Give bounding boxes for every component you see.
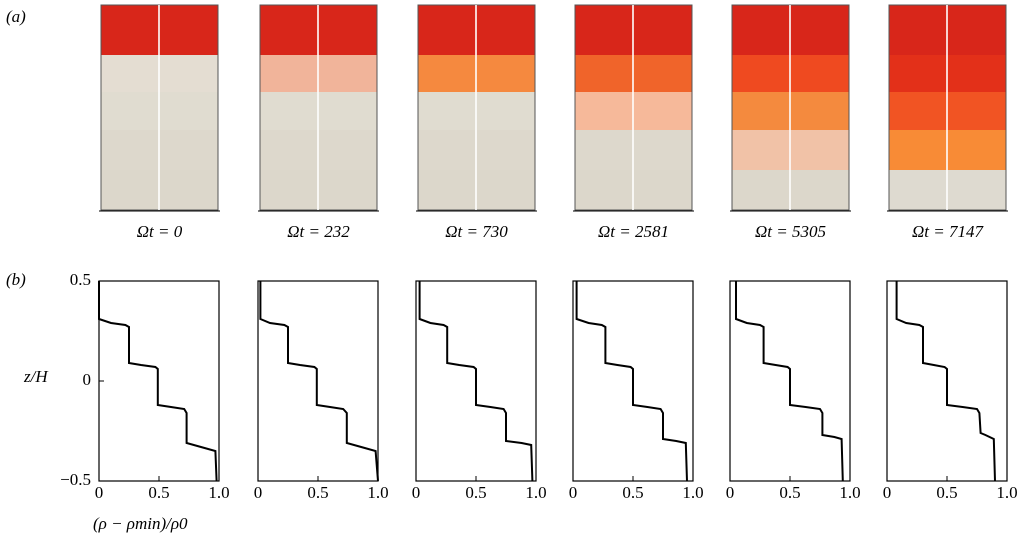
profile-line	[736, 281, 843, 481]
x-tick-label: 1.0	[367, 483, 388, 502]
profile-line	[897, 281, 995, 481]
x-tick-label: 0.5	[936, 483, 957, 502]
x-axis-label: (ρ − ρmin)/ρ0	[93, 514, 188, 533]
x-tick-label: 0	[569, 483, 578, 502]
profile-line	[420, 281, 533, 481]
panel-label: (a)	[6, 7, 26, 26]
photo-caption: Ωt = 7147	[912, 222, 984, 241]
x-tick-label: 1.0	[525, 483, 546, 502]
x-tick-label: 0	[726, 483, 735, 502]
plot-frame	[258, 281, 378, 481]
plot-frame	[99, 281, 219, 481]
photo-caption: Ωt = 5305	[755, 222, 826, 241]
profile-line	[260, 281, 378, 481]
x-tick-label: 0.5	[465, 483, 486, 502]
x-tick-label: 0	[254, 483, 263, 502]
x-tick-label: 1.0	[682, 483, 703, 502]
photo-caption: Ωt = 0	[137, 222, 183, 241]
photo-caption: Ωt = 232	[287, 222, 350, 241]
photo-caption: Ωt = 2581	[598, 222, 669, 241]
page: (a) (b) Ωt = 0 Ωt = 232 Ωt = 730 Ωt = 2581 Ω…	[0, 0, 1029, 546]
x-tick-label: 0.5	[307, 483, 328, 502]
x-tick-label: 0	[883, 483, 892, 502]
x-tick-label: 0	[95, 483, 104, 502]
photo-caption: Ωt = 730	[445, 222, 508, 241]
y-tick-label: 0.5	[70, 270, 91, 289]
y-axis-label: z/H	[23, 367, 49, 386]
x-tick-label: 1.0	[839, 483, 860, 502]
y-tick-label: 0	[83, 370, 92, 389]
profile-line	[577, 281, 687, 481]
panel-label: (b)	[6, 270, 26, 289]
x-tick-label: 0	[412, 483, 421, 502]
x-tick-label: 0.5	[779, 483, 800, 502]
profile-line	[99, 281, 217, 481]
x-tick-label: 1.0	[996, 483, 1017, 502]
x-tick-label: 0.5	[622, 483, 643, 502]
x-tick-label: 1.0	[208, 483, 229, 502]
x-tick-label: 0.5	[148, 483, 169, 502]
y-tick-label: −0.5	[60, 470, 91, 489]
figure: (a) (b) Ωt = 0 Ωt = 232 Ωt = 730 Ωt = 2581 Ω…	[0, 0, 1029, 546]
